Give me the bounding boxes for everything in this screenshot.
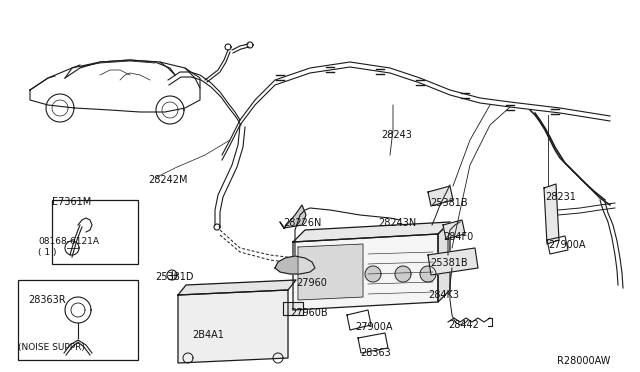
Bar (52, 200, 138, 264)
Polygon shape (443, 220, 465, 239)
Text: 27960B: 27960B (290, 308, 328, 318)
Polygon shape (544, 184, 559, 244)
Text: 27900A: 27900A (355, 322, 392, 332)
Text: 25381D: 25381D (155, 272, 193, 282)
Text: R28000AW: R28000AW (557, 356, 611, 366)
Text: 28242M: 28242M (148, 175, 188, 185)
Text: 28243N: 28243N (378, 218, 416, 228)
Polygon shape (420, 266, 436, 282)
Text: 28363: 28363 (360, 348, 391, 358)
Text: 28363R: 28363R (28, 295, 66, 305)
Polygon shape (395, 266, 411, 282)
Polygon shape (178, 290, 288, 363)
Text: 28231: 28231 (545, 192, 576, 202)
Text: E7361M: E7361M (52, 197, 92, 207)
Text: 28243: 28243 (381, 130, 412, 140)
Text: 28226N: 28226N (283, 218, 321, 228)
Polygon shape (293, 222, 450, 242)
Text: 25381B: 25381B (430, 198, 468, 208)
Polygon shape (293, 234, 438, 310)
Polygon shape (275, 256, 315, 274)
Text: 27960: 27960 (296, 278, 327, 288)
Bar (18, 280, 138, 360)
Text: (NOISE SUPPR): (NOISE SUPPR) (18, 343, 85, 352)
Text: 08168-6121A: 08168-6121A (38, 237, 99, 246)
Polygon shape (438, 222, 450, 302)
Polygon shape (280, 205, 306, 228)
Text: 284K3: 284K3 (428, 290, 459, 300)
Text: ( 1 ): ( 1 ) (38, 248, 56, 257)
Text: 284F0: 284F0 (443, 232, 473, 242)
Polygon shape (428, 186, 453, 206)
Polygon shape (283, 302, 303, 315)
Polygon shape (178, 280, 296, 295)
Polygon shape (365, 266, 381, 282)
Polygon shape (298, 244, 363, 300)
Text: 27900A: 27900A (548, 240, 586, 250)
Text: 2B4A1: 2B4A1 (192, 330, 224, 340)
Text: 25381B: 25381B (430, 258, 468, 268)
Polygon shape (428, 248, 478, 275)
Text: 28442: 28442 (448, 320, 479, 330)
